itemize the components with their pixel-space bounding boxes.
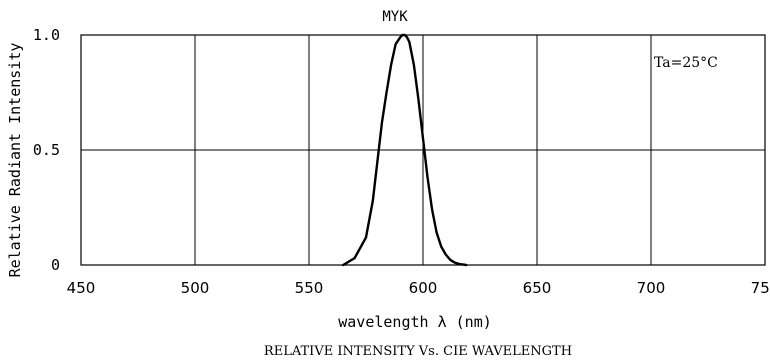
x-tick-label-600: 600 [409, 279, 438, 297]
x-tick-label-550: 550 [295, 279, 324, 297]
x-tick-label-650: 650 [523, 279, 552, 297]
x-tick-label-500: 500 [181, 279, 210, 297]
series-line [342, 33, 468, 267]
x-axis-label: wavelength λ (nm) [338, 313, 492, 331]
x-tick-labels: 450 500 550 600 650 700 750 [67, 279, 770, 297]
y-tick-label-0: 0 [51, 256, 60, 274]
annotation-temperature: Ta=25°C [654, 55, 718, 71]
chart-title: MYK [382, 9, 408, 25]
x-tick-label-700: 700 [637, 279, 666, 297]
y-axis-label: Relative Radiant Intensity [6, 43, 24, 278]
chart-subtitle: RELATIVE INTENSITY Vs. CIE WAVELENGTH [264, 344, 572, 359]
y-tick-labels: 0 0.5 1.0 [33, 26, 60, 274]
y-tick-label-0-5: 0.5 [33, 141, 60, 159]
x-tick-label-750: 750 [751, 279, 770, 297]
y-tick-label-1-0: 1.0 [33, 26, 60, 44]
x-tick-label-450: 450 [67, 279, 96, 297]
plot-frame [80, 34, 766, 266]
